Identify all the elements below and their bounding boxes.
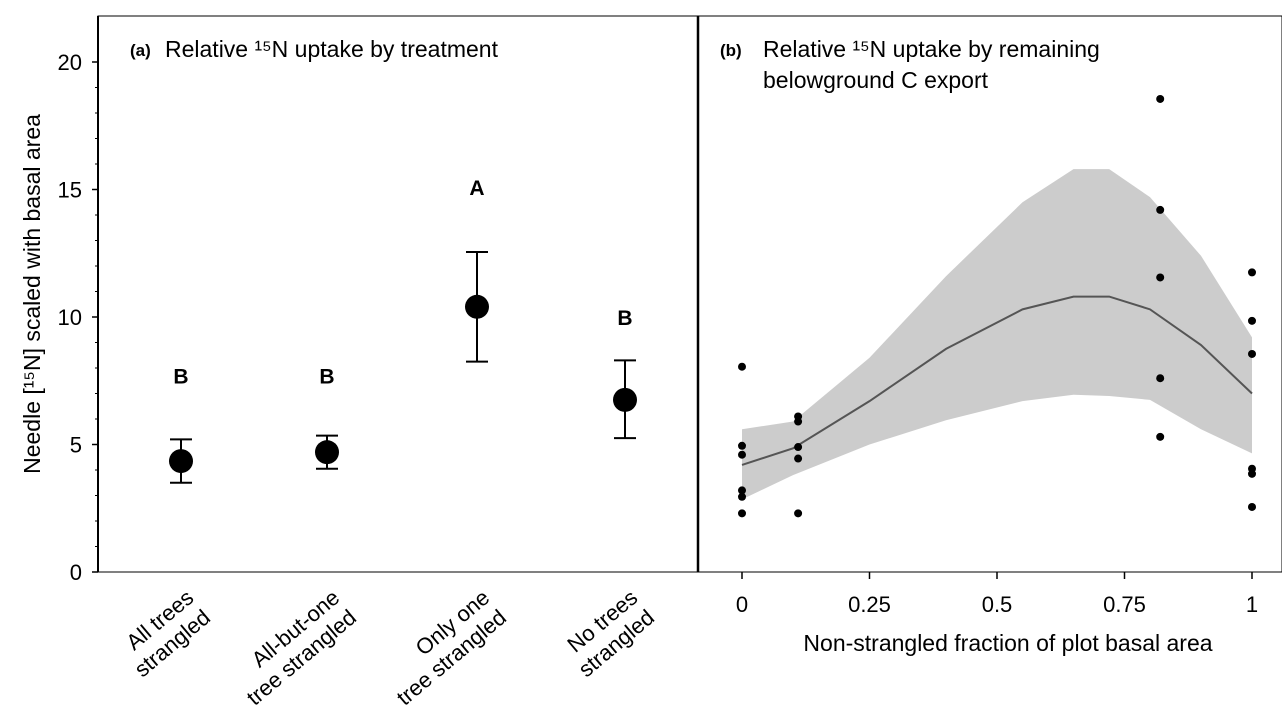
data-point bbox=[794, 417, 803, 426]
panel-b-x-ticks: 0 0.25 0.5 0.75 1 bbox=[736, 572, 1258, 617]
mean-point bbox=[315, 440, 339, 465]
data-point bbox=[1156, 273, 1165, 282]
y-axis-title: Needle [¹⁵N] scaled with basal area bbox=[19, 114, 45, 474]
mean-point bbox=[169, 449, 193, 474]
data-point bbox=[738, 492, 746, 501]
y-tick-label: 10 bbox=[58, 305, 82, 330]
group-letter: B bbox=[173, 366, 188, 389]
panel-a-marks: B B A B bbox=[169, 177, 637, 484]
panel-b-title-line-1: Relative ¹⁵N uptake by remaining bbox=[763, 36, 1100, 62]
data-point bbox=[738, 362, 746, 371]
x-tick-label: 0.75 bbox=[1103, 592, 1146, 617]
x-axis-title: Non-strangled fraction of plot basal are… bbox=[803, 630, 1212, 656]
panel-b-frame bbox=[697, 15, 1282, 573]
data-point bbox=[1248, 268, 1256, 277]
data-point bbox=[794, 509, 803, 518]
y-tick-label: 20 bbox=[58, 50, 82, 75]
data-point bbox=[738, 441, 746, 450]
y-tick-label: 5 bbox=[70, 433, 82, 458]
data-point bbox=[1248, 502, 1256, 511]
data-point bbox=[794, 443, 803, 452]
panel-a-letter: (a) bbox=[130, 41, 151, 60]
y-tick-label: 15 bbox=[58, 178, 82, 203]
panel-a: 0 5 10 15 20 (a) Relative ¹⁵N uptake by trea… bbox=[19, 15, 699, 711]
data-point bbox=[738, 509, 746, 518]
group-letter: B bbox=[319, 366, 334, 389]
data-point bbox=[1156, 94, 1165, 103]
x-tick-label: 0.25 bbox=[848, 592, 891, 617]
data-point bbox=[794, 454, 803, 463]
data-point bbox=[1156, 205, 1165, 214]
panel-a-frame bbox=[97, 15, 699, 573]
fit-line bbox=[741, 295, 1253, 466]
mean-point bbox=[465, 294, 489, 319]
x-tick-label: 0 bbox=[736, 592, 748, 617]
data-point bbox=[1156, 432, 1165, 441]
group-letter: A bbox=[469, 177, 484, 200]
panel-b-letter: (b) bbox=[720, 41, 742, 60]
panel-b: 0 0.25 0.5 0.75 1 (b) Relative ¹⁵N uptake by… bbox=[697, 15, 1282, 656]
panel-b-points bbox=[738, 94, 1256, 518]
mean-point bbox=[613, 387, 637, 412]
x-tick-label: 1 bbox=[1246, 592, 1258, 617]
data-point bbox=[738, 486, 746, 495]
data-point bbox=[738, 450, 746, 459]
group-letter: B bbox=[617, 307, 632, 330]
data-point bbox=[1248, 316, 1256, 325]
confidence-band bbox=[742, 169, 1252, 500]
panel-b-title-line-2: belowground C export bbox=[763, 67, 989, 93]
data-point bbox=[1248, 349, 1256, 358]
panel-a-title: Relative ¹⁵N uptake by treatment bbox=[165, 36, 499, 62]
data-point bbox=[1248, 469, 1256, 478]
y-tick-label: 0 bbox=[70, 560, 82, 585]
data-point bbox=[1156, 374, 1165, 383]
panel-a-y-ticks: 0 5 10 15 20 bbox=[58, 50, 98, 585]
x-tick-label: 0.5 bbox=[982, 592, 1013, 617]
